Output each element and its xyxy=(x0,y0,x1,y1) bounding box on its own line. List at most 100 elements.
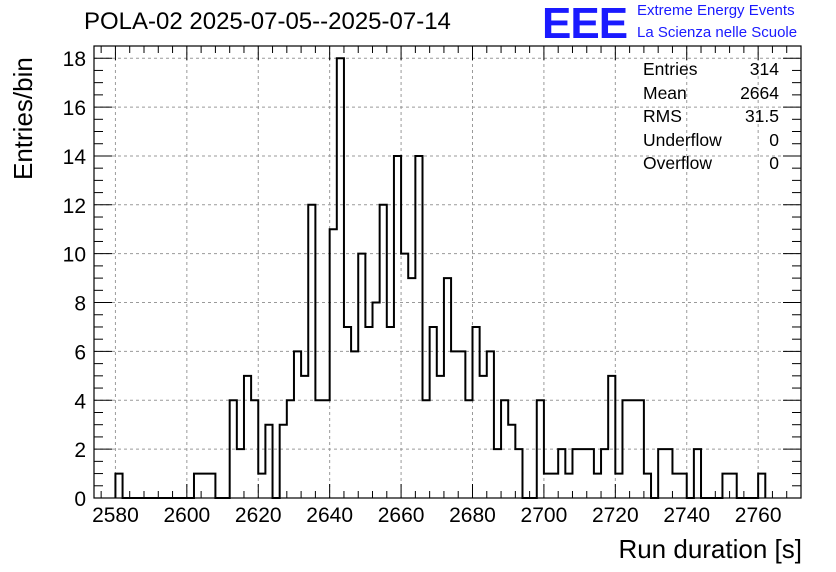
histogram-bin xyxy=(680,474,687,498)
histogram-bin xyxy=(301,376,308,498)
histogram-bin xyxy=(730,474,737,498)
x-tick-label: 2700 xyxy=(521,504,568,527)
y-tick-label: 8 xyxy=(74,293,86,316)
y-tick-label: 18 xyxy=(63,48,86,71)
histogram-bin xyxy=(330,229,337,498)
stats-row-overflow: Overflow 0 xyxy=(643,152,779,176)
histogram-bin xyxy=(308,205,315,498)
logo-line-1: Extreme Energy Events xyxy=(637,2,795,19)
histogram-bin xyxy=(258,474,265,498)
y-tick-label: 12 xyxy=(63,195,86,218)
y-tick-label: 10 xyxy=(63,244,86,267)
histogram-bin xyxy=(373,303,380,498)
stats-value: 0 xyxy=(769,129,779,150)
stats-value: 2664 xyxy=(740,82,779,103)
stats-label: Mean xyxy=(643,82,687,103)
histogram-bin xyxy=(558,449,565,498)
stats-box: Entries 314 Mean 2664 RMS 31.5 Underflow… xyxy=(643,58,779,176)
x-tick-label: 2720 xyxy=(592,504,639,527)
histogram-bin xyxy=(244,376,251,498)
histogram-bin xyxy=(472,327,479,498)
histogram-bin xyxy=(465,400,472,498)
histogram-bin xyxy=(658,449,665,498)
histogram-bin xyxy=(287,400,294,498)
histogram-bin xyxy=(608,376,615,498)
histogram-bin xyxy=(408,278,415,498)
histogram-bin xyxy=(544,474,551,498)
histogram-bin xyxy=(551,474,558,498)
stats-label: RMS xyxy=(643,106,682,126)
stats-row-mean: Mean 2664 xyxy=(643,82,779,106)
histogram-bin xyxy=(515,449,522,498)
y-tick-label: 14 xyxy=(63,146,87,169)
stats-value: 31.5 xyxy=(744,106,779,126)
histogram-bin xyxy=(672,474,679,498)
histogram-bin xyxy=(365,327,372,498)
histogram-bin xyxy=(594,474,601,498)
stats-label: Overflow xyxy=(643,153,713,173)
histogram-bin xyxy=(315,400,322,498)
histogram-bin xyxy=(630,400,637,498)
histogram-bin xyxy=(480,376,487,498)
histogram-bin xyxy=(351,351,358,498)
histogram-bin xyxy=(265,425,272,498)
histogram-bin xyxy=(587,449,594,498)
x-tick-label: 2620 xyxy=(235,504,282,527)
histogram-bin xyxy=(115,474,122,498)
plot-title: POLA-02 2025-07-05--2025-07-14 xyxy=(84,8,451,35)
y-tick-label: 16 xyxy=(63,97,86,120)
x-tick-label: 2660 xyxy=(378,504,425,527)
histogram-bin xyxy=(508,425,515,498)
logo-line-2: La Scienza nelle Scuole xyxy=(637,24,798,41)
x-tick-label: 2640 xyxy=(306,504,353,527)
histogram-bin xyxy=(194,474,201,498)
histogram-bin xyxy=(665,449,672,498)
stats-label: Entries xyxy=(643,59,698,79)
histogram-bin xyxy=(387,327,394,498)
histogram-bin xyxy=(580,449,587,498)
histogram-bin xyxy=(615,474,622,498)
stats-row-entries: Entries 314 xyxy=(643,58,779,82)
plot-frame xyxy=(93,45,802,499)
histogram-bin xyxy=(694,449,701,498)
histogram-bin xyxy=(358,254,365,498)
x-tick-label: 2580 xyxy=(92,504,139,527)
histogram-bin xyxy=(423,400,430,498)
histogram-bin xyxy=(601,449,608,498)
histogram-bin xyxy=(394,156,401,498)
histogram-bin xyxy=(323,400,330,498)
x-tick-label: 2740 xyxy=(663,504,710,527)
histogram-bin xyxy=(451,351,458,498)
stats-row-rms: RMS 31.5 xyxy=(643,105,779,129)
x-tick-label: 2680 xyxy=(449,504,496,527)
histogram-bin xyxy=(380,205,387,498)
histogram-bin xyxy=(401,254,408,498)
histogram-bin xyxy=(758,474,765,498)
histogram-bin xyxy=(280,425,287,498)
histogram-bin xyxy=(458,351,465,498)
histogram-bin xyxy=(565,474,572,498)
x-tick-label: 2600 xyxy=(163,504,210,527)
histogram-bin xyxy=(208,474,215,498)
histogram-bin xyxy=(644,474,651,498)
stats-row-underflow: Underflow 0 xyxy=(643,129,779,153)
histogram-bin xyxy=(230,400,237,498)
histogram-bin xyxy=(537,400,544,498)
histogram-bin xyxy=(294,351,301,498)
histogram-bin xyxy=(487,351,494,498)
histogram-bin xyxy=(501,400,508,498)
histogram-bin xyxy=(444,278,451,498)
histogram-bin xyxy=(494,449,501,498)
y-tick-label: 4 xyxy=(74,390,86,413)
histogram-bin xyxy=(201,474,208,498)
stats-value: 0 xyxy=(769,153,779,173)
histogram-bin xyxy=(415,156,422,498)
histogram-bin xyxy=(430,327,437,498)
histogram-bin xyxy=(572,449,579,498)
x-axis-label: Run duration [s] xyxy=(618,534,802,564)
histogram-bin xyxy=(622,400,629,498)
x-tick-label: 2760 xyxy=(735,504,782,527)
histogram-bin xyxy=(251,400,258,498)
